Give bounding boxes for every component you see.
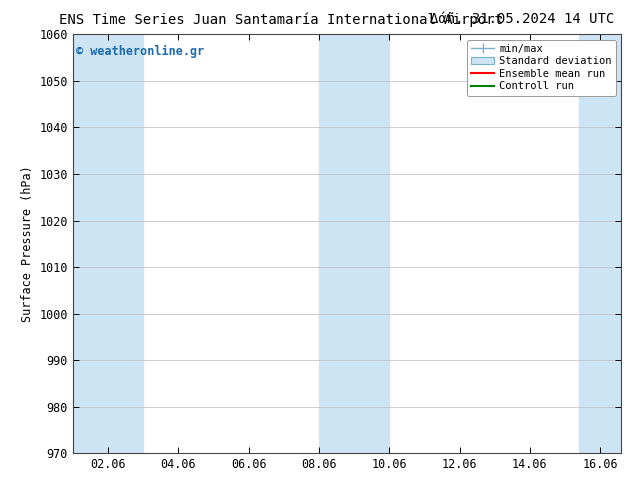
Legend: min/max, Standard deviation, Ensemble mean run, Controll run: min/max, Standard deviation, Ensemble me… — [467, 40, 616, 96]
Bar — [73, 34, 143, 453]
Bar — [319, 34, 389, 453]
Y-axis label: Surface Pressure (hPa): Surface Pressure (hPa) — [21, 166, 34, 322]
Bar — [579, 34, 621, 453]
Text: Δάñ. 31.05.2024 14 UTC: Δάñ. 31.05.2024 14 UTC — [430, 12, 615, 26]
Text: ENS Time Series Juan Santamaría International Airport: ENS Time Series Juan Santamaría Internat… — [60, 12, 503, 27]
Text: © weatheronline.gr: © weatheronline.gr — [75, 45, 204, 58]
